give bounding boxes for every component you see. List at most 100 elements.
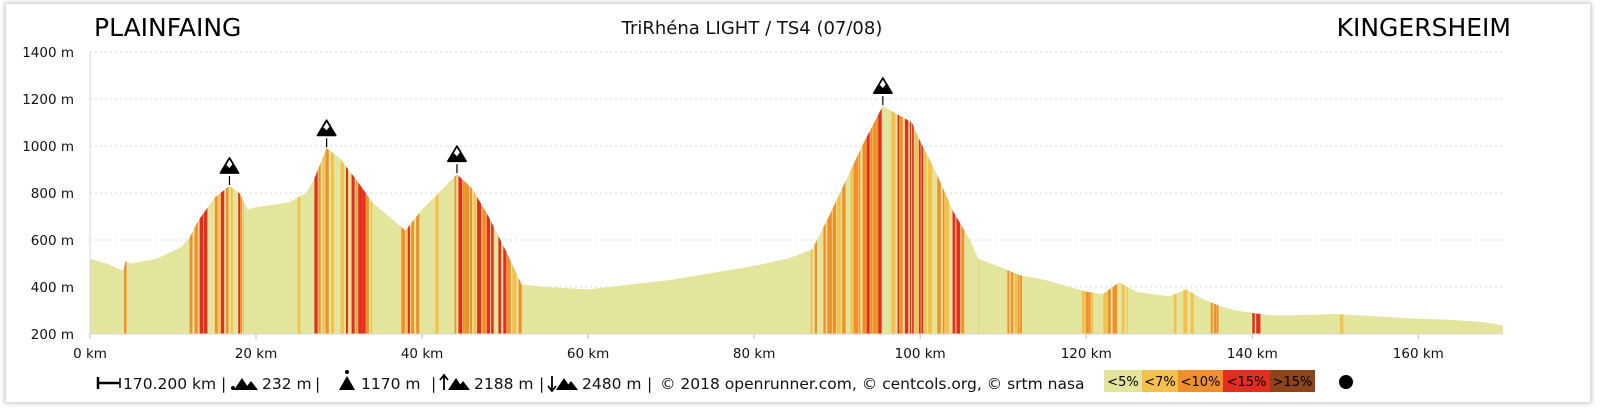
- slope-stripe: [458, 106, 462, 334]
- legend-label: <7%: [1144, 375, 1176, 390]
- summit-marker: [219, 157, 240, 185]
- slope-stripe: [462, 106, 465, 334]
- legend-swatch: [1104, 370, 1142, 392]
- slope-stripe: [891, 106, 896, 334]
- min-altitude-icon: [231, 378, 258, 390]
- slope-stripe: [238, 106, 241, 334]
- legend-swatch: [1223, 370, 1270, 392]
- summit-marker: [316, 119, 337, 148]
- slope-stripe: [318, 106, 321, 334]
- summit-markers: [219, 77, 893, 185]
- slope-stripe: [836, 106, 841, 334]
- x-tick-label: 80 km: [733, 346, 775, 362]
- slope-stripe: [477, 106, 482, 334]
- slope-stripe: [240, 106, 242, 334]
- ascent-icon: [439, 373, 470, 390]
- slope-stripe: [454, 106, 457, 334]
- legend-swatch: [1142, 370, 1178, 392]
- y-tick-label: 1200 m: [22, 92, 74, 108]
- slope-stripe: [878, 106, 882, 334]
- slope-stripe: [945, 106, 949, 334]
- legend-swatch: [1178, 370, 1223, 392]
- legend-label: <15%: [1227, 375, 1267, 390]
- elevation-profile-chart: PLAINFAING KINGERSHEIM TriRhéna LIGHT / …: [22, 13, 1511, 393]
- slope-stripe: [370, 106, 373, 334]
- sep: |: [221, 375, 226, 393]
- y-tick-label: 1400 m: [22, 45, 74, 61]
- footer-stats: 170.200 km | 232 m | 1170 m | 2188 m |: [96, 370, 1085, 393]
- legend-item: <15%: [1223, 370, 1270, 392]
- slope-stripe: [853, 106, 858, 334]
- descent-value: 2480 m: [582, 375, 641, 393]
- slope-stripe: [862, 106, 867, 334]
- start-town-label: PLAINFAING: [94, 13, 241, 42]
- legend-swatch: [1270, 370, 1315, 392]
- x-tick-label: 40 km: [401, 346, 443, 362]
- slope-stripe: [942, 106, 945, 334]
- y-axis-ticks: 200 m 400 m 600 m 800 m 1000 m 1200 m 1400 m: [22, 45, 74, 343]
- slope-stripe: [407, 106, 410, 334]
- profile-panel: PLAINFAING KINGERSHEIM TriRhéna LIGHT / …: [6, 4, 1590, 402]
- slope-stripe: [214, 106, 218, 334]
- distance-icon: [96, 377, 121, 389]
- summit-marker: [447, 145, 467, 174]
- slope-legend: <5% <7% <10% <15% >15%: [1104, 370, 1315, 392]
- slope-stripe: [1121, 106, 1125, 334]
- slope-stripe: [909, 106, 912, 334]
- slope-stripe: [873, 106, 877, 334]
- distance-value: 170.200 km: [123, 375, 216, 393]
- slope-stripe: [952, 106, 956, 334]
- descent-icon: [547, 376, 578, 393]
- track-position-dot: [1339, 375, 1353, 389]
- end-town-label: KINGERSHEIM: [1337, 13, 1511, 42]
- slope-stripe: [1216, 106, 1219, 334]
- slope-stripe: [937, 106, 941, 334]
- legend-label: <5%: [1107, 375, 1139, 390]
- slope-stripe: [486, 106, 490, 334]
- slope-stripe: [927, 106, 933, 334]
- slope-stripe: [218, 106, 221, 334]
- slope-stripe: [870, 106, 873, 334]
- slope-stripe: [482, 106, 487, 334]
- y-tick-label: 600 m: [31, 233, 74, 249]
- legend-label: >15%: [1273, 375, 1313, 390]
- max-altitude-icon: [339, 370, 355, 390]
- slope-stripe: [914, 106, 919, 334]
- slope-stripe: [199, 106, 204, 334]
- slope-stripe: [876, 106, 879, 334]
- slope-stripe: [435, 106, 439, 334]
- sep: |: [539, 375, 544, 393]
- chart-title: TriRhéna LIGHT / TS4 (07/08): [621, 18, 883, 39]
- x-tick-label: 60 km: [567, 346, 609, 362]
- max-altitude-value: 1170 m: [361, 375, 420, 393]
- slope-stripe: [1007, 106, 1010, 334]
- x-tick-label: 160 km: [1393, 346, 1444, 362]
- slope-stripe: [230, 106, 233, 334]
- credits: © 2018 openrunner.com, © centcols.org, ©…: [660, 375, 1085, 393]
- slope-stripe: [899, 106, 903, 334]
- legend-item: <10%: [1178, 370, 1223, 392]
- slope-stripe: [322, 106, 325, 334]
- ascent-value: 2188 m: [474, 375, 533, 393]
- y-tick-label: 1000 m: [22, 139, 74, 155]
- slope-stripe: [365, 106, 369, 334]
- slope-stripe: [832, 106, 836, 334]
- slope-stripe: [346, 106, 348, 334]
- slope-stripe: [358, 106, 363, 334]
- legend-label: <10%: [1181, 375, 1221, 390]
- x-tick-label: 140 km: [1227, 346, 1278, 362]
- slope-stripe: [827, 106, 832, 334]
- slope-stripe: [340, 106, 345, 334]
- elevation-area: [90, 106, 1503, 334]
- slope-stripe: [924, 106, 927, 334]
- x-tick-label: 20 km: [235, 346, 277, 362]
- slope-stripe: [355, 106, 358, 334]
- slope-stripe: [1252, 106, 1255, 334]
- slope-stripe: [470, 106, 473, 334]
- sep: |: [647, 375, 652, 393]
- legend-item: >15%: [1270, 370, 1315, 392]
- slope-stripe: [912, 106, 914, 334]
- slope-stripe: [897, 106, 900, 334]
- slope-stripe: [473, 106, 477, 334]
- sep: |: [431, 375, 436, 393]
